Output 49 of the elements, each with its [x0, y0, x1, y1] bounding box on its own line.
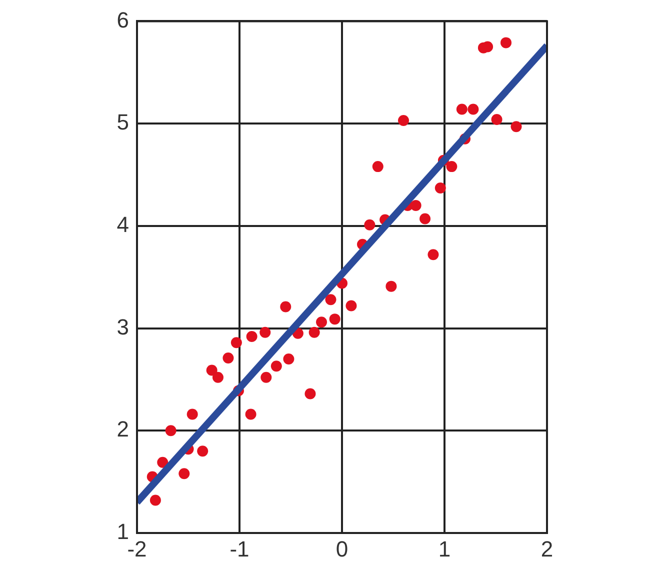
point	[212, 372, 224, 383]
point	[398, 114, 409, 126]
point	[364, 219, 376, 230]
point	[308, 326, 320, 338]
y-tick-label: 4	[116, 212, 129, 237]
y-tick-label: 1	[116, 519, 129, 544]
x-tick-label: 2	[540, 536, 554, 562]
point	[260, 326, 271, 338]
point	[491, 114, 502, 125]
point	[150, 494, 161, 506]
point	[410, 200, 422, 211]
point	[325, 294, 336, 306]
point	[280, 301, 292, 312]
point	[434, 182, 446, 194]
point	[230, 337, 242, 348]
point	[186, 408, 198, 420]
y-tick-label: 5	[116, 110, 129, 135]
point	[510, 121, 522, 132]
point	[420, 213, 431, 224]
point	[245, 408, 256, 420]
point	[500, 37, 512, 48]
x-tick-label: 1	[438, 536, 451, 562]
point	[246, 330, 258, 342]
point	[372, 161, 384, 172]
point	[316, 316, 327, 328]
point	[482, 41, 494, 52]
y-tick-label: 3	[116, 314, 129, 340]
x-tick-label: -2	[127, 536, 147, 562]
point	[222, 352, 234, 364]
point	[283, 353, 294, 364]
point	[386, 280, 397, 292]
x-tick-label: 0	[336, 536, 348, 562]
point	[329, 314, 340, 325]
point	[197, 446, 208, 457]
x-tick-label: -1	[230, 536, 250, 562]
point	[456, 104, 468, 115]
point	[157, 456, 168, 468]
point	[165, 425, 176, 436]
y-tick-label: 2	[116, 416, 129, 442]
point	[446, 161, 458, 172]
point	[260, 372, 272, 383]
point	[178, 468, 190, 480]
point	[428, 249, 439, 260]
point	[304, 388, 316, 400]
point	[468, 104, 479, 115]
point	[346, 300, 357, 312]
point	[270, 360, 282, 372]
point	[206, 364, 218, 376]
y-tick-label: 6	[116, 7, 129, 32]
